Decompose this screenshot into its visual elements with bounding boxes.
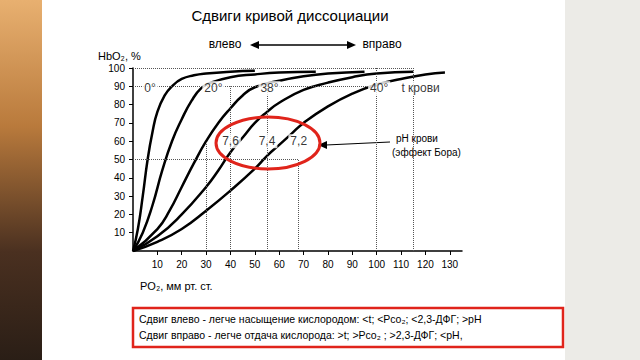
svg-text:вправо: вправо xyxy=(362,37,401,51)
svg-text:0°: 0° xyxy=(144,81,156,95)
svg-text:7,4: 7,4 xyxy=(259,134,276,148)
svg-text:Сдвиг вправо - легче отдача ки: Сдвиг вправо - легче отдача кислорода: >… xyxy=(139,329,463,341)
svg-text:90: 90 xyxy=(347,259,359,270)
svg-text:40: 40 xyxy=(225,259,237,270)
svg-text:120: 120 xyxy=(417,259,434,270)
svg-text:30: 30 xyxy=(201,259,213,270)
svg-text:20°: 20° xyxy=(204,81,222,95)
svg-text:Сдвиги кривой диссоциации: Сдвиги кривой диссоциации xyxy=(191,7,388,24)
svg-text:80: 80 xyxy=(322,259,334,270)
svg-text:100: 100 xyxy=(368,259,385,270)
svg-text:70: 70 xyxy=(298,259,310,270)
svg-text:(эффект Бора): (эффект Бора) xyxy=(392,147,461,158)
svg-text:7,2: 7,2 xyxy=(290,134,307,148)
svg-text:130: 130 xyxy=(441,259,458,270)
svg-text:50: 50 xyxy=(114,154,126,165)
svg-text:100: 100 xyxy=(108,63,125,74)
svg-text:30: 30 xyxy=(114,191,126,202)
svg-text:40°: 40° xyxy=(370,81,388,95)
svg-text:HbO₂, %: HbO₂, % xyxy=(98,50,141,62)
svg-text:10: 10 xyxy=(114,227,126,238)
svg-text:110: 110 xyxy=(393,259,409,270)
svg-text:7,6: 7,6 xyxy=(222,134,239,148)
svg-text:Сдвиг влево - легче насыщение: Сдвиг влево - легче насыщение кислородом… xyxy=(139,313,482,325)
svg-text:60: 60 xyxy=(114,136,126,147)
svg-text:20: 20 xyxy=(176,259,188,270)
svg-text:20: 20 xyxy=(114,209,126,220)
svg-text:90: 90 xyxy=(114,81,126,92)
svg-text:80: 80 xyxy=(114,99,126,110)
svg-text:40: 40 xyxy=(114,172,126,183)
svg-text:10: 10 xyxy=(152,259,164,270)
svg-text:38°: 38° xyxy=(260,81,278,95)
svg-text:50: 50 xyxy=(249,259,261,270)
svg-text:70: 70 xyxy=(114,117,126,128)
svg-text:влево: влево xyxy=(209,37,242,51)
svg-text:pH крови: pH крови xyxy=(396,133,438,144)
svg-text:60: 60 xyxy=(274,259,286,270)
svg-text:t крови: t крови xyxy=(401,81,439,95)
svg-text:PO₂, мм рт. ст.: PO₂, мм рт. ст. xyxy=(140,280,213,292)
